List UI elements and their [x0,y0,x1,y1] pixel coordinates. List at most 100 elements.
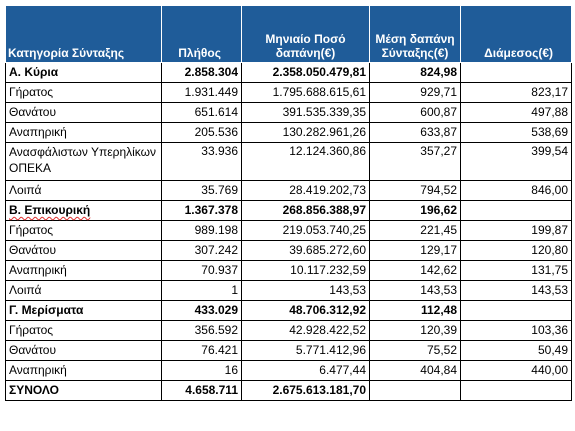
median-cell [460,62,572,83]
count-cell: 307.242 [161,240,242,261]
count-cell: 1 [161,280,242,301]
table-row: Β. Επικουρική 1.367.378 268.856.388,97 1… [5,200,572,221]
category-cell: Β. Επικουρική [5,200,162,221]
monthly-cell: 42.928.422,52 [241,320,370,341]
avg-cell: 221,45 [369,220,461,241]
median-cell: 823,17 [460,82,572,103]
table-row: Ανασφάλιστων Υπερηλίκων ΟΠΕΚΑ 33.936 12.… [5,142,572,181]
header-avg: Μέση δαπάνη Σύνταξης(€) [369,5,461,63]
category-cell: Αναπηρική [5,122,162,143]
monthly-cell: 130.282.961,26 [241,122,370,143]
median-cell: 120,80 [460,240,572,261]
category-cell: Λοιπά [5,180,162,201]
count-cell: 205.536 [161,122,242,143]
monthly-cell: 5.771.412,96 [241,340,370,361]
monthly-cell: 391.535.339,35 [241,102,370,123]
monthly-cell: 6.477,44 [241,360,370,381]
table-row: Γήρατος 1.931.449 1.795.688.615,61 929,7… [5,82,572,103]
category-cell: Α. Κύρια [5,62,162,83]
median-cell: 50,49 [460,340,572,361]
avg-cell: 129,17 [369,240,461,261]
avg-cell: 824,98 [369,62,461,83]
category-cell: Ανασφάλιστων Υπερηλίκων ΟΠΕΚΑ [5,142,162,181]
table-row: Λοιπά 1 143,53 143,53 143,53 [5,280,572,301]
median-cell: 199,87 [460,220,572,241]
table-row: Αναπηρική 16 6.477,44 404,84 440,00 [5,360,572,381]
monthly-cell: 1.795.688.615,61 [241,82,370,103]
avg-cell [369,380,461,401]
category-cell: ΣΥΝΟΛΟ [5,380,162,401]
avg-cell: 633,87 [369,122,461,143]
avg-cell: 196,62 [369,200,461,221]
median-cell: 143,53 [460,280,572,301]
header-monthly: Μηνιαίο Ποσό δαπάνη(€) [241,5,370,63]
median-cell: 846,00 [460,180,572,201]
header-count: Πλήθος [161,5,242,63]
pension-table: Κατηγορία Σύνταξης Πλήθος Μηνιαίο Ποσό δ… [5,5,572,401]
category-cell: Αναπηρική [5,360,162,381]
monthly-cell: 2.675.613.181,70 [241,380,370,401]
median-cell: 131,75 [460,260,572,281]
table-row: Θανάτου 651.614 391.535.339,35 600,87 49… [5,102,572,123]
count-cell: 1.931.449 [161,82,242,103]
table-row: Αναπηρική 205.536 130.282.961,26 633,87 … [5,122,572,143]
count-cell: 70.937 [161,260,242,281]
table-row: Θανάτου 307.242 39.685.272,60 129,17 120… [5,240,572,261]
category-cell: Λοιπά [5,280,162,301]
count-cell: 35.769 [161,180,242,201]
category-cell: Θανάτου [5,102,162,123]
category-cell: Γήρατος [5,82,162,103]
header-row: Κατηγορία Σύνταξης Πλήθος Μηνιαίο Ποσό δ… [5,5,572,63]
avg-cell: 75,52 [369,340,461,361]
monthly-cell: 268.856.388,97 [241,200,370,221]
monthly-cell: 10.117.232,59 [241,260,370,281]
category-cell: Γ. Μερίσματα [5,300,162,321]
table-row: Λοιπά 35.769 28.419.202,73 794,52 846,00 [5,180,572,201]
avg-cell: 357,27 [369,142,461,181]
total-row: ΣΥΝΟΛΟ 4.658.711 2.675.613.181,70 [5,380,572,401]
header-median: Διάμεσος(€) [460,5,572,63]
avg-cell: 112,48 [369,300,461,321]
count-cell: 4.658.711 [161,380,242,401]
category-cell: Θανάτου [5,340,162,361]
avg-cell: 600,87 [369,102,461,123]
median-cell: 497,88 [460,102,572,123]
avg-cell: 142,62 [369,260,461,281]
count-cell: 2.858.304 [161,62,242,83]
avg-cell: 120,39 [369,320,461,341]
monthly-cell: 2.358.050.479,81 [241,62,370,83]
count-cell: 33.936 [161,142,242,181]
pension-table-container: Κατηγορία Σύνταξης Πλήθος Μηνιαίο Ποσό δ… [5,5,572,401]
monthly-cell: 48.706.312,92 [241,300,370,321]
count-cell: 356.592 [161,320,242,341]
avg-cell: 929,71 [369,82,461,103]
category-cell: Γήρατος [5,320,162,341]
category-cell: Θανάτου [5,240,162,261]
monthly-cell: 12.124.360,86 [241,142,370,181]
count-cell: 651.614 [161,102,242,123]
monthly-cell: 143,53 [241,280,370,301]
median-cell [460,300,572,321]
count-cell: 16 [161,360,242,381]
median-cell: 103,36 [460,320,572,341]
table-row: Αναπηρική 70.937 10.117.232,59 142,62 13… [5,260,572,281]
table-row: Γ. Μερίσματα 433.029 48.706.312,92 112,4… [5,300,572,321]
avg-cell: 794,52 [369,180,461,201]
median-cell: 538,69 [460,122,572,143]
category-cell: Γήρατος [5,220,162,241]
table-row: Γήρατος 989.198 219.053.740,25 221,45 19… [5,220,572,241]
count-cell: 1.367.378 [161,200,242,221]
monthly-cell: 28.419.202,73 [241,180,370,201]
table-row: Γήρατος 356.592 42.928.422,52 120,39 103… [5,320,572,341]
median-cell: 399,54 [460,142,572,181]
category-cell: Αναπηρική [5,260,162,281]
avg-cell: 404,84 [369,360,461,381]
spellcheck-marked-text: Β. Επικουρική [9,203,91,217]
count-cell: 989.198 [161,220,242,241]
avg-cell: 143,53 [369,280,461,301]
monthly-cell: 39.685.272,60 [241,240,370,261]
header-category: Κατηγορία Σύνταξης [5,5,162,63]
median-cell [460,200,572,221]
table-row: Α. Κύρια 2.858.304 2.358.050.479,81 824,… [5,62,572,83]
median-cell [460,380,572,401]
